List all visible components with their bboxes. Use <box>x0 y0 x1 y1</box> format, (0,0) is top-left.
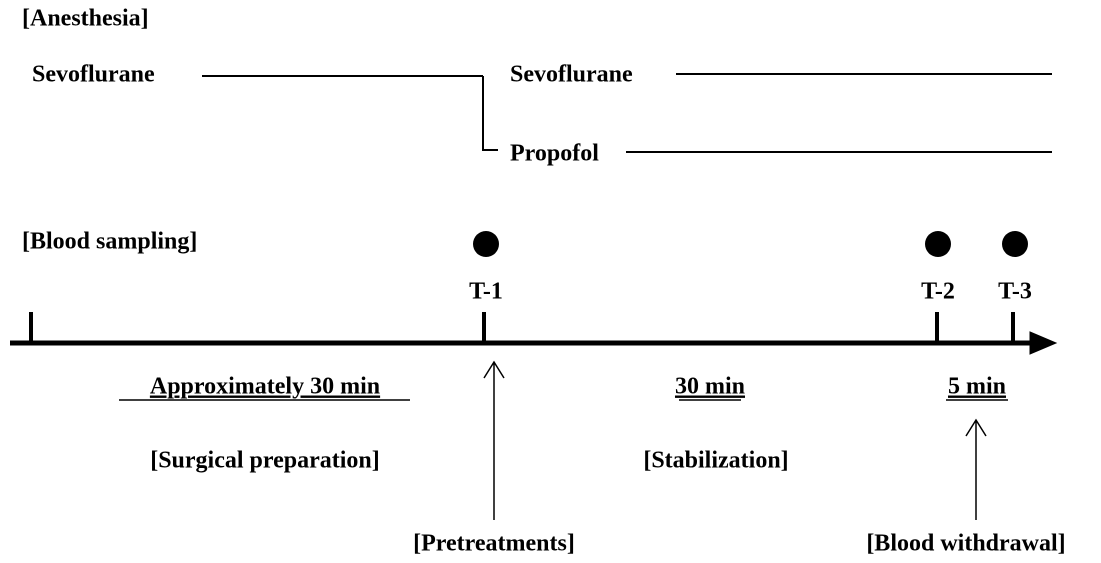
phase: [Stabilization] <box>643 448 788 474</box>
sample-dot <box>925 231 951 257</box>
anesthesia-initial: Sevoflurane <box>32 62 155 88</box>
phase: [Surgical preparation] <box>150 448 380 474</box>
duration: Approximately 30 min <box>150 374 380 400</box>
duration: 5 min <box>948 374 1006 400</box>
event-arrow <box>483 360 505 520</box>
anesthesia-upper: Sevoflurane <box>510 62 633 88</box>
event-label: [Blood withdrawal] <box>866 531 1065 557</box>
sample-label: T-2 <box>921 279 955 305</box>
event-label: [Pretreatments] <box>413 531 575 557</box>
anesthesia-lower: Propofol <box>510 141 599 167</box>
arrowhead <box>1029 331 1058 355</box>
branch <box>482 76 498 151</box>
sample-label: T-3 <box>998 279 1032 305</box>
sample-dot <box>1002 231 1028 257</box>
sampling-heading: [Blood sampling] <box>22 229 197 255</box>
sample-label: T-1 <box>469 279 503 305</box>
duration: 30 min <box>675 374 745 400</box>
sample-dot <box>473 231 499 257</box>
event-arrow <box>965 418 987 520</box>
anesthesia-heading: [Anesthesia] <box>22 6 149 32</box>
